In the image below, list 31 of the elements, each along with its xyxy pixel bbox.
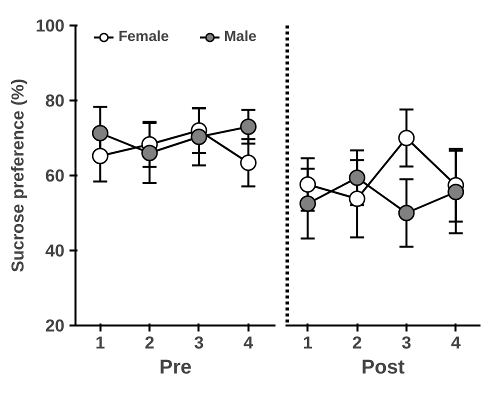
x-tick-label: 1 bbox=[302, 332, 313, 352]
point bbox=[299, 195, 316, 212]
x-tick-label: 3 bbox=[402, 332, 412, 352]
point bbox=[240, 154, 257, 171]
x-tick-label: 2 bbox=[352, 332, 362, 352]
point bbox=[92, 148, 108, 164]
x-axis-title: Post bbox=[361, 356, 406, 378]
point bbox=[240, 118, 257, 135]
x-tick-label: 1 bbox=[95, 332, 106, 352]
point bbox=[348, 170, 366, 186]
point bbox=[398, 204, 415, 222]
point bbox=[141, 144, 158, 162]
x-tick-label: 4 bbox=[244, 332, 254, 352]
point bbox=[348, 190, 366, 207]
point bbox=[299, 176, 316, 193]
x-tick-label: 4 bbox=[451, 332, 461, 352]
x-axis-title: Pre bbox=[159, 356, 192, 378]
y-tick-label: 80 bbox=[45, 90, 65, 110]
legend-label: Female bbox=[118, 29, 169, 45]
y-tick-label: 100 bbox=[36, 16, 65, 36]
y-tick-label: 40 bbox=[45, 240, 65, 260]
y-tick-label: 20 bbox=[45, 316, 65, 336]
point bbox=[92, 124, 108, 142]
point bbox=[190, 128, 208, 146]
legend-label: Male bbox=[224, 29, 257, 45]
x-tick-label: 2 bbox=[144, 332, 154, 352]
point bbox=[398, 130, 415, 146]
point bbox=[448, 184, 464, 200]
y-axis-title: Sucrose preference (%) bbox=[8, 78, 28, 272]
x-tick-label: 3 bbox=[194, 332, 204, 352]
y-tick-label: 60 bbox=[45, 166, 65, 186]
